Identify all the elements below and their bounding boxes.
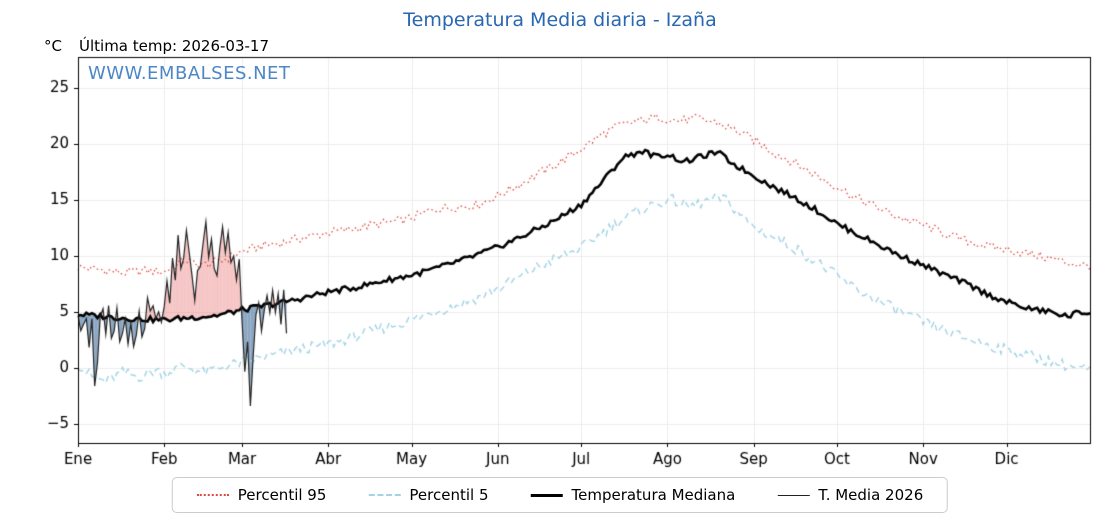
legend-item-t-media-2026: T. Media 2026 [777, 486, 923, 504]
legend-item-percentil-95: Percentil 95 [196, 486, 327, 504]
legend-label: T. Media 2026 [818, 486, 924, 504]
legend-label: Percentil 95 [237, 486, 327, 504]
chart-title: Temperatura Media diaria - Izaña [403, 9, 717, 31]
legend-label: Temperatura Mediana [571, 486, 736, 504]
percentil-95-line-sample-icon [196, 494, 229, 496]
temperatura-mediana-line-sample-icon [530, 493, 563, 497]
percentil-5-line-sample-icon [368, 494, 401, 496]
legend-item-temperatura-mediana: Temperatura Mediana [530, 486, 735, 504]
watermark: WWW.EMBALSES.NET [88, 63, 291, 84]
legend-item-percentil-5: Percentil 5 [368, 486, 488, 504]
y-axis-unit-label: °C [44, 37, 62, 55]
t-media-2026-line-sample-icon [777, 494, 810, 496]
last-temp-label: Última temp: 2026-03-17 [79, 37, 270, 55]
legend-label: Percentil 5 [409, 486, 489, 504]
legend: Percentil 95 Percentil 5 Temperatura Med… [171, 477, 949, 513]
chart-canvas [0, 0, 1120, 500]
